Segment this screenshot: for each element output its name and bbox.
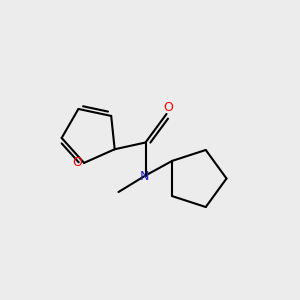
Text: N: N — [139, 169, 149, 183]
Text: O: O — [73, 156, 82, 170]
Text: O: O — [163, 101, 173, 114]
